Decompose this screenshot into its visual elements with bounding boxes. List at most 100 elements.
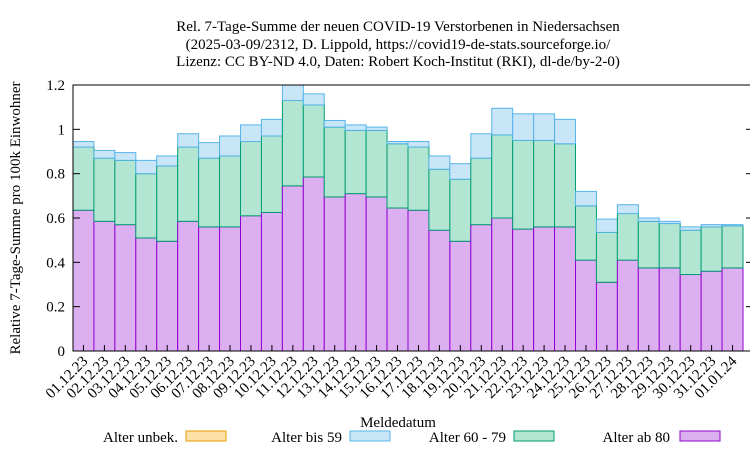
bar-alter-60-79 <box>177 146 200 222</box>
bars-layer <box>72 84 744 352</box>
bar-alter-bis-59 <box>554 118 576 145</box>
x-axis-label: Meldedatum <box>360 415 436 431</box>
bar-alter-60-79 <box>616 213 639 261</box>
bar-alter-ab-80 <box>219 226 241 352</box>
bar-alter-bis-59 <box>449 163 472 180</box>
bar-alter-ab-80 <box>616 259 639 352</box>
y-tick-label: 0.4 <box>46 255 65 271</box>
plot-frame <box>72 84 750 352</box>
bar-alter-60-79 <box>365 129 388 198</box>
bar-alter-bis-59 <box>260 118 283 137</box>
bar-alter-60-79 <box>491 134 514 219</box>
x-axis: 01.12.2302.12.2303.12.2304.12.2305.12.23… <box>43 345 741 402</box>
bar-alter-ab-80 <box>323 196 346 352</box>
bar-alter-60-79 <box>533 139 556 228</box>
legend: Alter unbek. Alter bis 59 Alter 60 - 79 Alt… <box>103 430 721 446</box>
bar-alter-ab-80 <box>156 240 179 352</box>
legend-label: Alter bis 59 <box>271 430 342 446</box>
y-tick-label: 1 <box>58 122 66 138</box>
y-tick-label: 0 <box>58 344 66 360</box>
legend-swatch <box>679 430 721 442</box>
bar-alter-60-79 <box>428 168 451 231</box>
bar-alter-bis-59 <box>616 204 639 215</box>
bar-alter-ab-80 <box>679 274 702 352</box>
bar-alter-bis-59 <box>658 220 681 225</box>
y-tick-label: 0.8 <box>46 167 65 183</box>
chart-title: Rel. 7-Tage-Summe der neuen COVID-19 Ver… <box>176 19 620 70</box>
bar-alter-ab-80 <box>344 193 367 352</box>
bar-alter-60-79 <box>407 146 430 211</box>
bar-alter-bis-59 <box>344 124 367 131</box>
bar-alter-60-79 <box>240 141 262 217</box>
bar-alter-bis-59 <box>679 226 702 231</box>
bar-alter-60-79 <box>72 146 95 211</box>
bar-alter-ab-80 <box>114 224 137 352</box>
bar-alter-bis-59 <box>198 142 221 159</box>
legend-swatch <box>349 430 391 442</box>
bar-alter-bis-59 <box>93 149 116 159</box>
bar-alter-bis-59 <box>533 113 556 141</box>
bar-alter-ab-80 <box>637 267 660 352</box>
bar-alter-60-79 <box>219 155 241 228</box>
bar-alter-60-79 <box>323 126 346 198</box>
title-line-3: Lizenz: CC BY-ND 4.0, Daten: Robert Koch… <box>176 54 620 70</box>
bar-alter-60-79 <box>700 226 723 272</box>
bar-alter-ab-80 <box>428 229 451 352</box>
legend-label: Alter ab 80 <box>603 430 670 446</box>
bar-alter-bis-59 <box>721 224 744 227</box>
bar-alter-bis-59 <box>240 124 262 143</box>
bar-alter-ab-80 <box>93 220 116 352</box>
bar-alter-bis-59 <box>491 107 514 136</box>
bar-alter-60-79 <box>302 104 325 178</box>
bar-alter-ab-80 <box>533 226 556 352</box>
bar-alter-60-79 <box>470 157 493 226</box>
bar-alter-ab-80 <box>302 176 325 352</box>
bar-alter-bis-59 <box>428 155 451 170</box>
y-tick-label: 0.6 <box>46 211 65 227</box>
bar-alter-bis-59 <box>512 113 535 141</box>
bar-alter-60-79 <box>721 225 744 269</box>
bar-alter-ab-80 <box>595 281 618 352</box>
bar-alter-60-79 <box>281 100 304 187</box>
bar-alter-bis-59 <box>72 141 95 148</box>
bar-alter-ab-80 <box>470 224 493 352</box>
bar-alter-ab-80 <box>240 215 262 352</box>
bar-alter-bis-59 <box>135 159 158 175</box>
bar-alter-ab-80 <box>700 270 723 352</box>
bar-alter-bis-59 <box>575 190 597 207</box>
bar-alter-60-79 <box>449 178 472 242</box>
y-tick-label: 1.2 <box>46 78 65 94</box>
bar-alter-ab-80 <box>575 259 597 352</box>
bar-alter-60-79 <box>575 205 597 261</box>
bar-alter-bis-59 <box>177 133 200 148</box>
bar-alter-ab-80 <box>135 237 158 352</box>
bar-alter-60-79 <box>135 173 158 239</box>
title-line-1: Rel. 7-Tage-Summe der neuen COVID-19 Ver… <box>176 19 620 35</box>
bar-alter-ab-80 <box>386 207 409 352</box>
bar-alter-60-79 <box>198 157 221 228</box>
y-axis-label: Relative 7-Tage-Summe pro 100k Einwohner <box>8 81 24 354</box>
bar-alter-ab-80 <box>512 228 535 352</box>
bar-alter-bis-59 <box>219 135 241 157</box>
bar-alter-bis-59 <box>386 141 409 145</box>
bar-alter-ab-80 <box>177 220 200 352</box>
title-line-2: (2025-03-09/2312, D. Lippold, https://co… <box>186 37 611 53</box>
legend-label: Alter unbek. <box>103 430 178 446</box>
legend-label: Alter 60 - 79 <box>429 430 506 446</box>
bar-alter-bis-59 <box>365 126 388 131</box>
legend-swatch <box>513 430 555 442</box>
bar-alter-ab-80 <box>407 209 430 352</box>
bar-alter-ab-80 <box>365 196 388 352</box>
bar-alter-60-79 <box>260 135 283 213</box>
bar-alter-bis-59 <box>302 93 325 106</box>
bar-alter-60-79 <box>156 165 179 242</box>
bar-alter-ab-80 <box>491 217 514 352</box>
bar-alter-60-79 <box>344 129 367 195</box>
bar-alter-60-79 <box>595 231 618 283</box>
bar-alter-bis-59 <box>281 84 304 102</box>
bar-alter-60-79 <box>93 157 116 222</box>
bar-alter-60-79 <box>679 229 702 276</box>
bar-alter-bis-59 <box>595 218 618 233</box>
bar-alter-ab-80 <box>721 267 744 352</box>
